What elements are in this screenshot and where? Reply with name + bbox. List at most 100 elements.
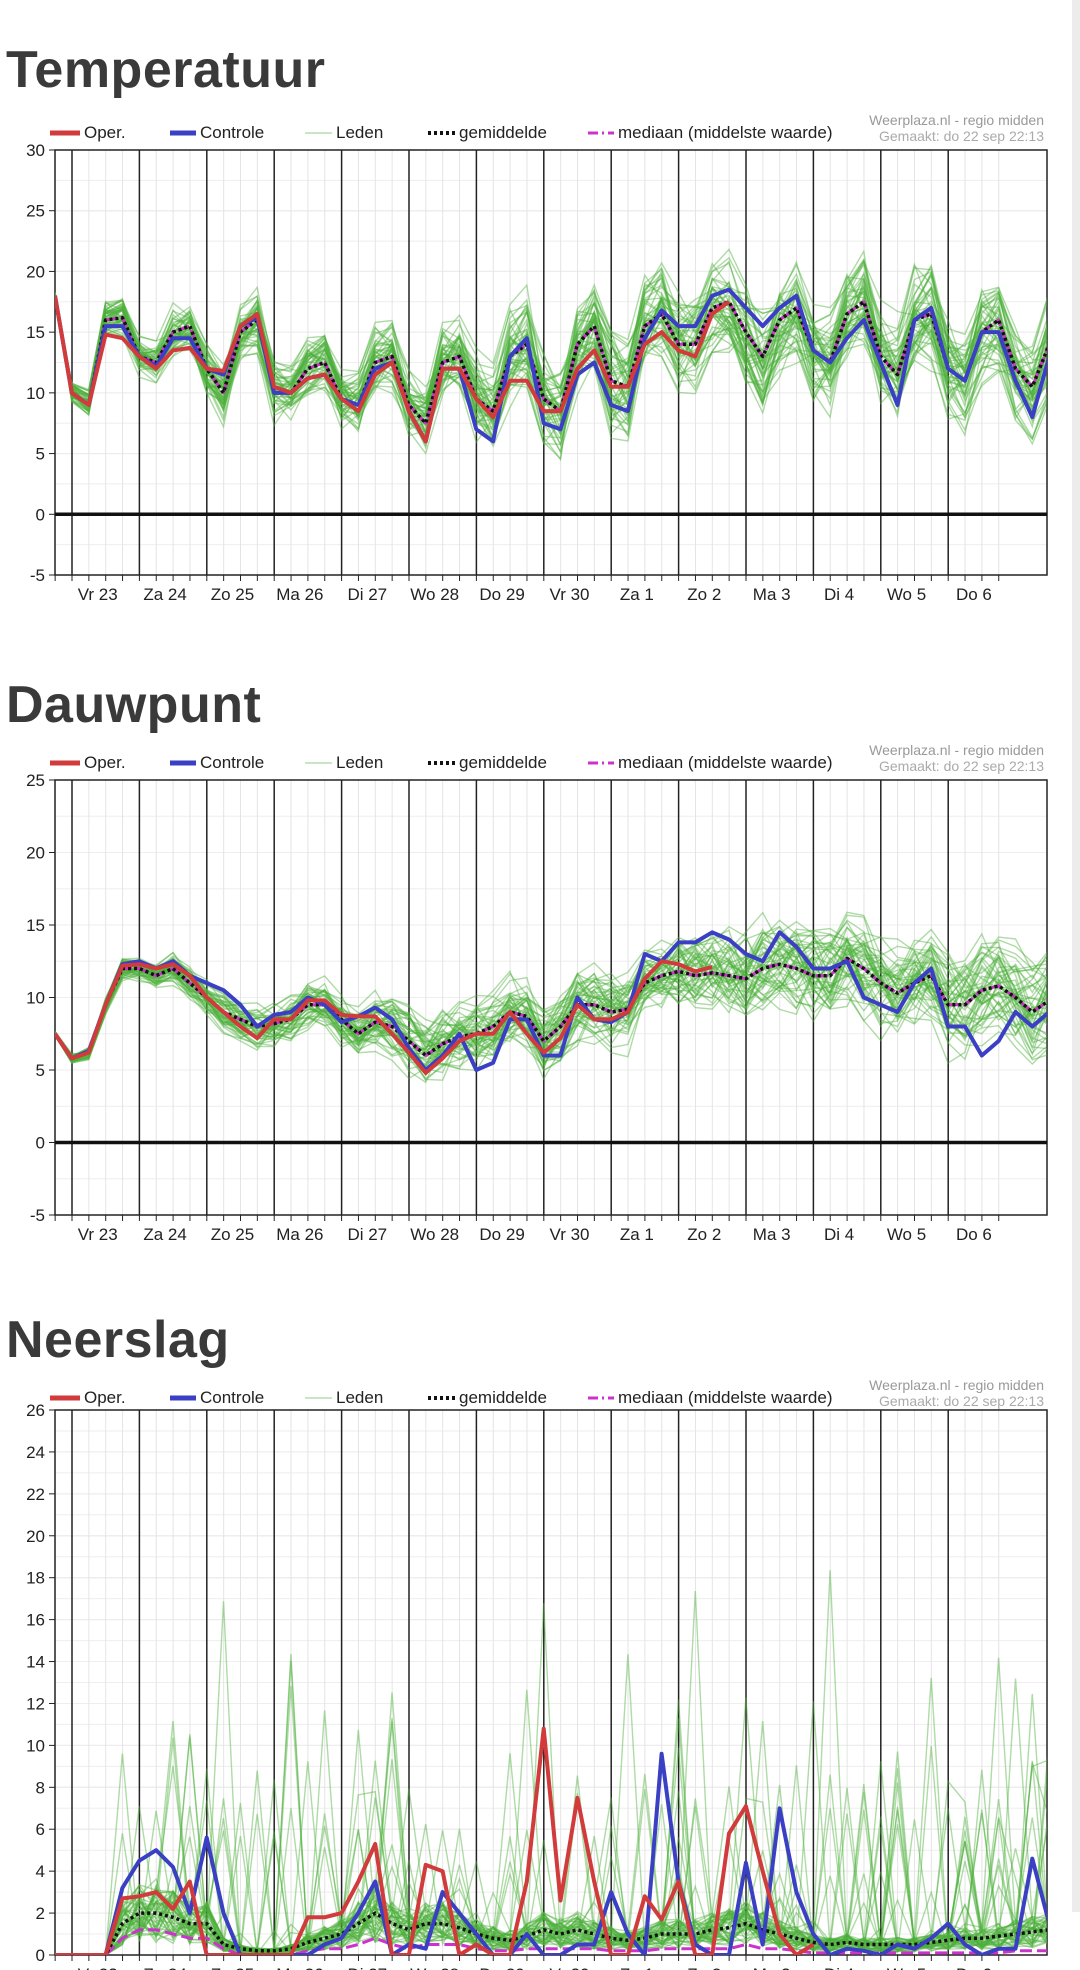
y-tick-label: 30 [26, 141, 45, 160]
x-tick-label: Za 1 [620, 1225, 654, 1244]
x-tick-label: Za 24 [143, 1965, 186, 1970]
x-tick-label: Ma 3 [753, 1225, 791, 1244]
series-line-oper [55, 959, 713, 1075]
x-tick-label: Do 6 [956, 1965, 992, 1970]
x-tick-label: Di 4 [824, 1225, 854, 1244]
page-scrollbar[interactable] [1072, 0, 1080, 1912]
legend-gemiddelde-label: gemiddelde [459, 1388, 547, 1407]
y-tick-label: 20 [26, 844, 45, 863]
x-tick-label: Wo 5 [887, 1225, 926, 1244]
member-line [55, 256, 1047, 423]
legend-mediaan-label: mediaan (middelste waarde) [618, 753, 833, 772]
temperatuur-section: Temperatuur Oper. Controle Leden gemiddelde… [0, 0, 1070, 630]
x-tick-label: Wo 5 [887, 1965, 926, 1970]
x-tick-label: Do 6 [956, 585, 992, 604]
x-tick-label: Di 4 [824, 585, 854, 604]
member-line [55, 920, 1047, 1064]
x-tick-label: Ma 26 [276, 1965, 323, 1970]
x-tick-label: Wo 5 [887, 585, 926, 604]
x-tick-label: Do 29 [479, 1965, 524, 1970]
y-tick-label: 4 [36, 1862, 45, 1881]
member-line [55, 919, 1047, 1063]
y-tick-label: 8 [36, 1778, 45, 1797]
x-tick-label: Zo 25 [211, 585, 254, 604]
temperatuur-chart: Oper. Controle Leden gemiddelde mediaan (mid… [26, 112, 1048, 604]
member-line [55, 926, 1047, 1077]
credit-source: Weerplaza.nl - regio midden [869, 742, 1044, 758]
y-tick-label: 20 [26, 262, 45, 281]
member-line [55, 929, 1047, 1061]
y-tick-label: 0 [36, 505, 45, 524]
y-tick-label: 25 [26, 771, 45, 790]
member-line [55, 276, 1047, 435]
x-tick-label: Vr 23 [78, 585, 118, 604]
section-title-dauwpunt: Dauwpunt [6, 676, 262, 734]
y-tick-label: 5 [36, 445, 45, 464]
y-tick-label: 0 [36, 1946, 45, 1965]
member-line [55, 286, 1047, 422]
y-tick-label: 10 [26, 989, 45, 1008]
y-tick-label: 20 [26, 1527, 45, 1546]
plot-frame [54, 779, 1048, 1216]
member-line [55, 267, 1047, 428]
y-tick-label: 24 [26, 1443, 45, 1462]
legend-leden-label: Leden [336, 1388, 383, 1407]
member-line [55, 259, 1047, 425]
dauwpunt-chart: Oper. Controle Leden gemiddelde mediaan (mid… [26, 742, 1048, 1244]
member-line [55, 936, 1047, 1062]
legend-leden-label: Leden [336, 753, 383, 772]
legend-controle-label: Controle [200, 123, 264, 142]
x-tick-label: Zo 2 [687, 585, 721, 604]
x-tick-label: Wo 28 [410, 1965, 459, 1970]
x-tick-label: Di 27 [347, 1225, 387, 1244]
x-tick-label: Vr 30 [549, 585, 589, 604]
member-line [55, 942, 1047, 1060]
x-tick-label: Vr 30 [549, 1225, 589, 1244]
y-tick-label: 16 [26, 1611, 45, 1630]
credit-source: Weerplaza.nl - regio midden [869, 1377, 1044, 1393]
x-tick-label: Wo 28 [410, 585, 459, 604]
chart-legend: Oper. Controle Leden gemiddelde mediaan (mid… [50, 753, 833, 772]
y-tick-label: 22 [26, 1485, 45, 1504]
y-tick-label: 25 [26, 202, 45, 221]
x-tick-label: Ma 26 [276, 1225, 323, 1244]
x-tick-label: Wo 28 [410, 1225, 459, 1244]
legend-mediaan-label: mediaan (middelste waarde) [618, 123, 833, 142]
y-tick-label: 12 [26, 1694, 45, 1713]
member-line [55, 279, 1047, 438]
y-tick-label: 5 [36, 1061, 45, 1080]
legend-oper-label: Oper. [84, 1388, 126, 1407]
legend-controle-label: Controle [200, 753, 264, 772]
y-tick-label: 2 [36, 1904, 45, 1923]
y-tick-label: 14 [26, 1653, 45, 1672]
x-tick-label: Vr 23 [78, 1965, 118, 1970]
x-tick-label: Za 1 [620, 1965, 654, 1970]
y-tick-label: 10 [26, 384, 45, 403]
x-tick-label: Ma 3 [753, 1965, 791, 1970]
legend-gemiddelde-label: gemiddelde [459, 123, 547, 142]
x-tick-label: Di 27 [347, 585, 387, 604]
member-line [55, 944, 1047, 1059]
x-tick-label: Di 4 [824, 1965, 854, 1970]
chart-grid [54, 1409, 1047, 1956]
x-tick-label: Zo 2 [687, 1965, 721, 1970]
member-line [55, 933, 1047, 1072]
legend-gemiddelde-label: gemiddelde [459, 753, 547, 772]
member-line [55, 264, 1047, 439]
dauwpunt-section: Dauwpunt Oper. Controle Leden gemiddelde med… [0, 630, 1070, 1260]
x-tick-label: Vr 30 [549, 1965, 589, 1970]
x-tick-label: Di 27 [347, 1965, 387, 1970]
member-line [55, 937, 1047, 1063]
y-tick-label: -5 [30, 1206, 45, 1225]
x-tick-label: Do 6 [956, 1225, 992, 1244]
member-line [55, 940, 1047, 1059]
neerslag-section: Neerslag Oper. Controle Leden gemiddelde med… [0, 1265, 1070, 1970]
member-line [55, 935, 1047, 1063]
member-line [55, 937, 1047, 1061]
series-line-oper [55, 295, 731, 444]
x-tick-label: Zo 25 [211, 1965, 254, 1970]
x-tick-label: Za 1 [620, 585, 654, 604]
x-tick-label: Zo 2 [687, 1225, 721, 1244]
x-tick-label: Do 29 [479, 1225, 524, 1244]
y-tick-label: 15 [26, 323, 45, 342]
